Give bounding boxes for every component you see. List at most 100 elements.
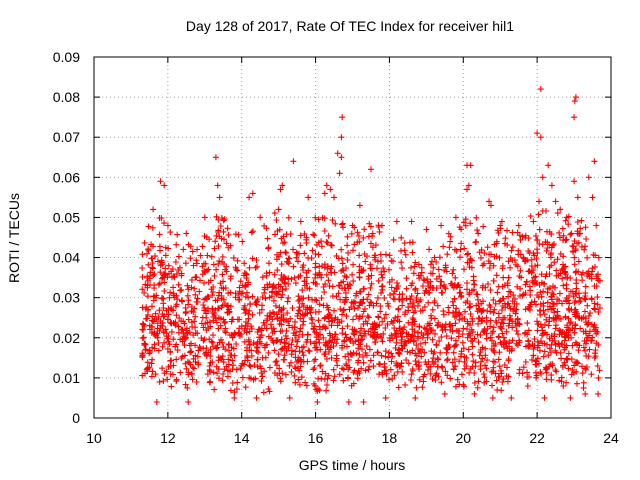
data-point [220, 228, 227, 235]
data-point [500, 334, 507, 341]
data-point [339, 221, 346, 228]
data-point [328, 315, 335, 322]
data-point [331, 307, 337, 314]
data-point [467, 311, 474, 317]
data-point [580, 379, 587, 386]
data-point [282, 371, 289, 378]
data-point [285, 214, 292, 221]
data-point [323, 356, 330, 362]
data-point [381, 364, 388, 371]
data-point [329, 217, 336, 224]
data-point [367, 331, 374, 338]
data-point [400, 342, 407, 349]
data-point [141, 342, 148, 349]
data-point [516, 337, 523, 344]
data-point [315, 317, 322, 324]
data-point [579, 363, 585, 370]
data-point [487, 334, 494, 341]
data-point [187, 255, 194, 262]
data-point [524, 374, 531, 380]
data-point [580, 314, 587, 321]
data-point [440, 311, 447, 318]
data-point [515, 251, 522, 258]
data-point [282, 285, 289, 292]
data-point [278, 275, 284, 282]
data-point [277, 186, 284, 193]
data-point [577, 225, 584, 232]
data-point [282, 332, 289, 339]
data-point [409, 326, 416, 333]
data-point [339, 220, 346, 227]
data-point [465, 250, 471, 257]
data-point [247, 301, 253, 308]
data-point [371, 252, 378, 259]
data-point [566, 300, 573, 307]
data-point [329, 293, 336, 300]
data-point [278, 314, 285, 320]
data-point [391, 296, 398, 303]
data-point [347, 282, 354, 289]
data-point [142, 346, 149, 353]
data-point [220, 316, 227, 323]
data-point [223, 263, 230, 270]
data-point [488, 369, 495, 376]
data-point [324, 239, 331, 246]
data-point [505, 373, 512, 380]
data-point [225, 306, 232, 313]
data-point [452, 274, 459, 281]
data-point [203, 327, 210, 334]
data-point [275, 308, 282, 315]
data-point [469, 343, 476, 350]
data-point [241, 338, 248, 345]
data-point [254, 263, 260, 270]
data-point [335, 290, 342, 297]
data-point [322, 370, 329, 377]
data-point [254, 296, 261, 303]
data-point [427, 278, 434, 285]
data-point [173, 341, 180, 348]
data-point [466, 304, 473, 311]
data-point [154, 330, 161, 337]
data-point [495, 356, 502, 363]
data-point [457, 246, 464, 253]
data-point [389, 353, 396, 360]
data-point [213, 266, 220, 273]
data-point [311, 232, 318, 239]
y-tick-label: 0.04 [53, 250, 80, 266]
data-point [278, 272, 285, 278]
data-point [467, 220, 474, 227]
data-point [328, 242, 335, 249]
data-point [586, 346, 593, 353]
data-point [574, 219, 581, 225]
data-point [379, 318, 386, 325]
data-point [487, 287, 494, 294]
data-point [571, 114, 578, 121]
data-point [139, 326, 146, 333]
data-point [555, 340, 562, 347]
data-point [498, 319, 505, 326]
axis-ticks: 10 12 14 16 18 20 22 2400.010.020.030.040.050.0… [53, 49, 619, 446]
data-point [323, 182, 330, 189]
data-point [557, 349, 564, 356]
data-point [237, 278, 244, 285]
data-point [419, 307, 426, 314]
y-tick-label: 0.06 [53, 169, 80, 185]
data-point [394, 317, 401, 324]
data-point [484, 244, 491, 251]
data-point [386, 376, 392, 383]
data-point [161, 182, 168, 189]
data-point [180, 318, 187, 325]
data-point [546, 303, 553, 310]
data-point [256, 338, 263, 345]
data-point [534, 318, 540, 325]
data-point [278, 346, 285, 353]
data-point [505, 357, 512, 364]
data-point [402, 311, 408, 318]
data-point [292, 318, 299, 325]
data-point [522, 281, 529, 288]
data-point [360, 234, 367, 241]
data-point [537, 369, 544, 375]
data-point [225, 231, 232, 238]
data-point [457, 289, 464, 296]
data-point [178, 272, 185, 279]
